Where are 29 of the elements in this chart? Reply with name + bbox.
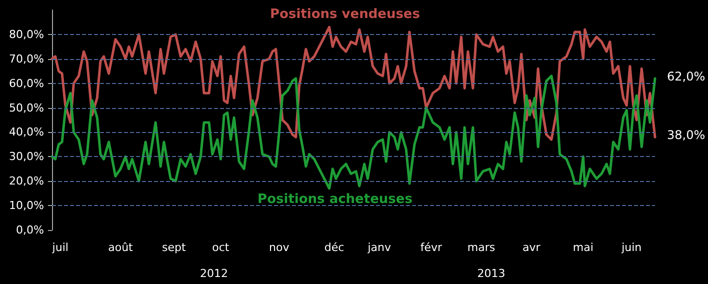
- x-tick-label: mai: [572, 241, 594, 254]
- line-series: [50, 74, 656, 190]
- series-label: Positions acheteuses: [258, 192, 413, 207]
- y-tick-label: 10,0%: [9, 199, 44, 212]
- x-tick-label: juil: [51, 241, 68, 254]
- x-tick-label: nov: [269, 241, 290, 254]
- x-tick-label: juin: [620, 241, 642, 254]
- series-label: Positions vendeuses: [270, 7, 420, 22]
- x-tick-label: janv: [366, 241, 392, 254]
- y-tick-label: 0,0%: [16, 224, 44, 236]
- x-tick-label: sept: [162, 241, 187, 254]
- x-tick-label: févr: [420, 241, 442, 254]
- y-tick-label: 40,0%: [9, 126, 44, 139]
- annotation: 62,0%: [667, 69, 706, 84]
- x2-tick-label: 2012: [200, 267, 228, 280]
- y-tick-label: 80,0%: [9, 28, 44, 41]
- y-tick-label: 60,0%: [9, 76, 44, 90]
- y-tick-label: 30,0%: [9, 150, 44, 164]
- y-tick-label: 70,0%: [9, 52, 44, 66]
- x-tick-label: mars: [467, 241, 496, 254]
- x-tick-label: déc: [324, 241, 344, 254]
- y-tick-label: 50,0%: [9, 101, 44, 114]
- x-tick-label: août: [108, 241, 134, 254]
- annotation: 38,0%: [667, 128, 706, 142]
- line-series: [50, 26, 656, 141]
- x2-tick-label: 2013: [477, 267, 506, 280]
- x-tick-label: oct: [212, 241, 230, 254]
- x-tick-label: avr: [522, 241, 541, 254]
- y-tick-label: 20,0%: [9, 174, 44, 188]
